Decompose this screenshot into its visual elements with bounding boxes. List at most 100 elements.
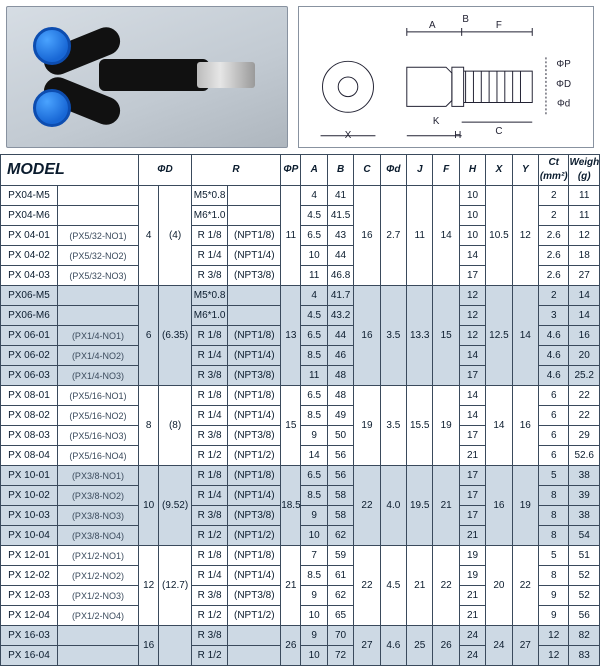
cell: 14 (301, 446, 327, 466)
cell: 6 (539, 426, 569, 446)
cell: (6.35) (159, 286, 192, 386)
cell: (NPT1/4) (228, 346, 281, 366)
cell: 4 (301, 186, 327, 206)
cell (228, 626, 281, 646)
cell: 4.6 (539, 326, 569, 346)
cell: 12 (459, 306, 485, 326)
cell: 11 (301, 366, 327, 386)
cell: PX 04-01 (1, 226, 58, 246)
col-P: ΦP (281, 155, 301, 186)
cell: R 1/8 (191, 386, 228, 406)
cell: 8 (139, 386, 159, 466)
col-d: Φd (380, 155, 406, 186)
cell: 17 (459, 506, 485, 526)
cell (228, 206, 281, 226)
cell-sub: (PX1/4-NO3) (57, 366, 138, 386)
cell: 22 (433, 546, 459, 626)
table-head: MODELΦDRΦPABCΦdJFHXYCt(mm²)Weigh(g) (1, 155, 600, 186)
cell: 16 (512, 386, 538, 466)
cell-sub (57, 286, 138, 306)
cell: 9 (301, 586, 327, 606)
diagram-label-C: C (495, 126, 502, 137)
cell: 59 (327, 546, 353, 566)
cell: PX 10-04 (1, 526, 58, 546)
cell: 56 (327, 446, 353, 466)
cell: 38 (569, 506, 600, 526)
cell: (NPT3/8) (228, 426, 281, 446)
cell: (NPT1/4) (228, 406, 281, 426)
cell: PX 08-01 (1, 386, 58, 406)
table-row: PX04-M54(4)M5*0.811441162.711141010.5122… (1, 186, 600, 206)
cell: 14 (459, 386, 485, 406)
cell: PX 04-02 (1, 246, 58, 266)
cell: 83 (569, 646, 600, 666)
cell: 21 (407, 546, 433, 626)
cell: 44 (327, 246, 353, 266)
col-C: C (354, 155, 380, 186)
cell: 9 (301, 626, 327, 646)
cell: PX06-M6 (1, 306, 58, 326)
cell: 6.5 (301, 326, 327, 346)
product-photo (6, 6, 288, 148)
cell: 4.5 (380, 546, 406, 626)
cell: 44 (327, 326, 353, 346)
diagram-label-K: K (433, 116, 440, 127)
cell: 46 (327, 346, 353, 366)
diagram-label-H: H (454, 130, 461, 141)
cell-sub: (PX5/32-NO1) (57, 226, 138, 246)
cell: 6.5 (301, 466, 327, 486)
cell: (NPT3/8) (228, 266, 281, 286)
dimension-diagram: A B F X K H C ΦP ΦD Φd (298, 6, 594, 148)
cell: (NPT1/8) (228, 386, 281, 406)
cell: 6 (539, 446, 569, 466)
cell: 56 (569, 606, 600, 626)
cell: 27 (569, 266, 600, 286)
cell-sub (57, 626, 138, 646)
cell: 20 (569, 346, 600, 366)
cell: 2 (539, 206, 569, 226)
cell: 25.2 (569, 366, 600, 386)
cell: 19 (459, 566, 485, 586)
cell: 46.8 (327, 266, 353, 286)
cell: 19.5 (407, 466, 433, 546)
cell: 52 (569, 586, 600, 606)
table-row: PX 10-01(PX3/8-NO1)10(9.52)R 1/8(NPT1/8)… (1, 466, 600, 486)
cell: 10 (459, 186, 485, 206)
cell: 11 (281, 186, 301, 286)
diagram-label-A: A (429, 20, 436, 31)
cell: 61 (327, 566, 353, 586)
cell: 11 (569, 186, 600, 206)
cell: 41.5 (327, 206, 353, 226)
cell: 58 (327, 506, 353, 526)
cell: 8 (539, 506, 569, 526)
cell-sub: (PX1/2-NO1) (57, 546, 138, 566)
cell: 12.5 (486, 286, 512, 386)
cell-sub: (PX3/8-NO3) (57, 506, 138, 526)
col-A: A (301, 155, 327, 186)
cell: 51 (569, 546, 600, 566)
cell: 20 (486, 546, 512, 626)
cell: 14 (569, 286, 600, 306)
cell: 58 (327, 486, 353, 506)
diagram-label-X: X (345, 130, 352, 141)
cell: (NPT1/8) (228, 466, 281, 486)
cell: (NPT3/8) (228, 586, 281, 606)
cell: 22 (354, 466, 380, 546)
cell: 4.6 (539, 346, 569, 366)
cell: 11 (301, 266, 327, 286)
spec-table: MODELΦDRΦPABCΦdJFHXYCt(mm²)Weigh(g) PX04… (0, 154, 600, 666)
cell: 62 (327, 526, 353, 546)
cell-sub (57, 186, 138, 206)
cell: 16 (139, 626, 159, 666)
cell: R 3/8 (191, 586, 228, 606)
cell: PX 06-03 (1, 366, 58, 386)
cell-sub (57, 306, 138, 326)
cell: 14 (569, 306, 600, 326)
cell: 50 (327, 426, 353, 446)
table-row: PX 16-0316R 3/826970274.625262424271282 (1, 626, 600, 646)
col-J: J (407, 155, 433, 186)
col-F: F (433, 155, 459, 186)
cell: 15 (433, 286, 459, 386)
cell: 2 (539, 286, 569, 306)
cell: PX04-M5 (1, 186, 58, 206)
